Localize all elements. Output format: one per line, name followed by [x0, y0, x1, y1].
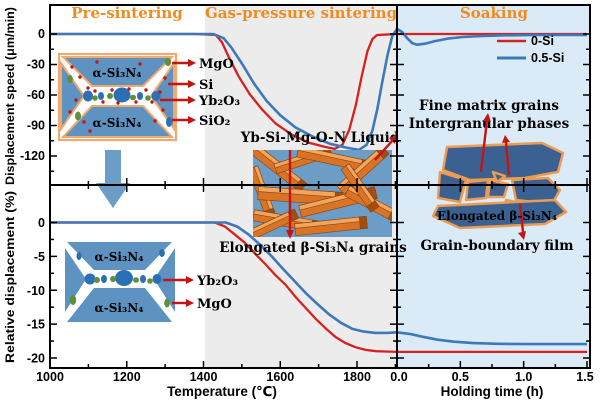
legend: 0-Si 0.5-Si	[497, 34, 564, 65]
si-label: Si	[199, 78, 213, 93]
alpha-si3n4-label-top: α-Si₃N₄	[93, 66, 142, 80]
elongated-grains-caption: Elongated β-Si₃N₄ grains	[219, 240, 407, 256]
xtick-1000: 1000	[36, 370, 64, 384]
ytick2-5: -5	[34, 250, 45, 264]
y-axis-bottom-labels: 0 -5 -10 -15 -20	[27, 216, 45, 366]
ytick2-10: -10	[27, 284, 45, 298]
ytick-120: -120	[20, 149, 45, 163]
inset-microstructure: Fine matrix grains Intergranular phases …	[409, 98, 574, 254]
curve-speed-0si	[50, 32, 587, 151]
ytick-90: -90	[27, 119, 45, 133]
mgo-label: MgO	[199, 57, 234, 72]
xtick-00: 0.0	[390, 370, 407, 384]
liquid-pointer-arrow	[374, 135, 397, 161]
yb2o3-label-2: Yb₂O₃	[196, 274, 238, 289]
intergranular-phases-label: Intergranular phases	[409, 116, 570, 132]
microstructure-arrows	[479, 113, 526, 240]
y-axis-top-labels: 0 -30 -60 -90 -120	[20, 27, 45, 163]
xtick-1200: 1200	[113, 370, 141, 384]
additive-label-arrows-2	[163, 276, 194, 307]
x-axis-hold-labels: 0.0 0.5 1.0 1.5	[390, 370, 593, 384]
xtick-1600: 1600	[266, 370, 294, 384]
yb2o3-label: Yb₂O₃	[198, 94, 240, 109]
fine-matrix-grains-label: Fine matrix grains	[419, 98, 559, 114]
elongated-beta-label: Elongated β-Si₃N₄	[437, 209, 557, 223]
ytick2-20: -20	[27, 352, 45, 366]
beta-rod-cluster	[253, 150, 392, 237]
curves	[50, 27, 587, 354]
x-axis-temp-labels: 1000 1200 1400 1600 1800	[36, 370, 371, 384]
legend-label-05si: 0.5-Si	[531, 51, 564, 65]
x-axis-title-holding-time: Holding time (h)	[441, 384, 544, 399]
liquid-caption: Yb-Si-Mg-O-N Liquid	[240, 130, 400, 146]
legend-label-0si: 0-Si	[531, 34, 554, 48]
sio2-label: SiO₂	[199, 114, 230, 129]
ytick-60: -60	[27, 88, 45, 102]
tick-marks	[49, 33, 590, 368]
phase-label-soaking: Soaking	[460, 4, 529, 22]
alpha-si3n4-label-top2: α-Si₃N₄	[95, 250, 144, 264]
xtick-1400: 1400	[190, 370, 218, 384]
y-axis-title-displacement-speed: Displacement speed (μm/min)	[3, 7, 17, 185]
alpha-si3n4-label-bottom: α-Si₃N₄	[93, 116, 142, 130]
transition-down-arrow	[96, 150, 130, 208]
curve-disp-0si	[50, 221, 587, 354]
additive-blobs-2	[69, 249, 170, 308]
additive-blobs	[67, 58, 172, 127]
phase-label-presintering: Pre-sintering	[71, 4, 183, 22]
inset-beta-rods: Yb-Si-Mg-O-N Liquid Elongated β-Si₃N₄ gr…	[219, 130, 407, 256]
additive-label-arrows	[160, 59, 196, 124]
xtick-10: 1.0	[515, 370, 532, 384]
alpha-si3n4-label-bottom2: α-Si₃N₄	[95, 301, 144, 315]
grain-boundary-film-label: Grain-boundary film	[420, 238, 573, 254]
ytick-0: 0	[38, 27, 45, 41]
xtick-15: 1.5	[576, 370, 593, 384]
si-particle-dots	[68, 60, 167, 133]
ytick2-15: -15	[27, 318, 45, 332]
inset-presintering-top: α-Si₃N₄ α-Si₃N₄	[57, 52, 240, 142]
xtick-05: 0.5	[452, 370, 469, 384]
curve-speed-05si	[50, 27, 587, 152]
xtick-1800: 1800	[343, 370, 371, 384]
rods-pointer-arrow	[286, 150, 294, 239]
inset-presintering-bottom: α-Si₃N₄ α-Si₃N₄ Yb₂O₃ MgO	[65, 242, 238, 322]
phase-label-gas-pressure: Gas-pressure sintering	[205, 4, 398, 22]
x-axis-title-temperature: Temperature (℃)	[167, 384, 277, 399]
mgo-label-2: MgO	[197, 297, 232, 312]
ytick-30: -30	[27, 58, 45, 72]
ytick2-0: 0	[38, 216, 45, 230]
y-axis-title-relative-displacement: Relative displacement (%)	[3, 191, 17, 363]
curve-disp-05si	[50, 221, 587, 346]
